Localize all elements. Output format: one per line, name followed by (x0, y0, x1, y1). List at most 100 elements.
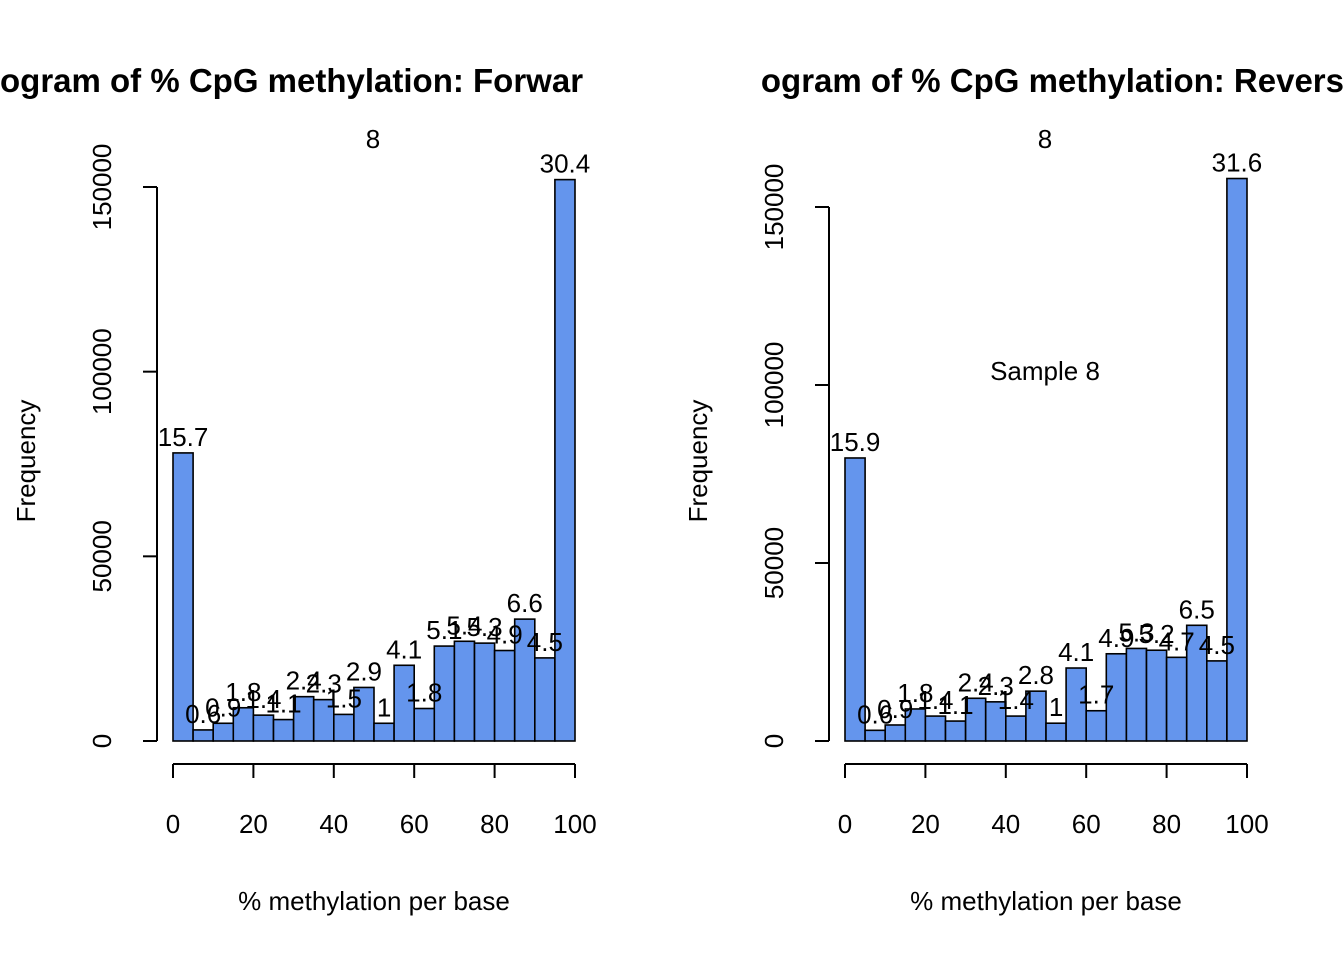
x-tick-label: 60 (1072, 809, 1101, 839)
chart-title: ogram of % CpG methylation: Forwar (0, 62, 583, 99)
x-tick-label: 100 (1225, 809, 1268, 839)
bar-label: 1.8 (897, 678, 933, 708)
bar-label: 4.1 (386, 634, 422, 664)
x-tick-label: 20 (239, 809, 268, 839)
bar-label: 1.5 (326, 683, 362, 713)
x-tick-label: 80 (480, 809, 509, 839)
bar-label: 15.7 (158, 422, 209, 452)
histogram-forward: ogram of % CpG methylation: Forwar815.70… (0, 62, 597, 916)
bar-label: 1.4 (998, 685, 1034, 715)
y-tick-label: 100000 (87, 328, 117, 415)
y-tick-label: 100000 (759, 342, 789, 429)
bar-label: 1.1 (265, 689, 301, 719)
chart-title: ogram of % CpG methylation: Revers (761, 62, 1344, 99)
bar (493, 649, 516, 742)
bar (1165, 656, 1188, 742)
bar (332, 713, 355, 742)
bar-label: 6.5 (1179, 594, 1215, 624)
y-axis-label: Frequency (683, 400, 713, 523)
bar (172, 452, 194, 742)
y-axis: 0 50000 100000 150000 (759, 164, 830, 748)
bar-labels: 15.90.60.91.81.41.12.42.31.42.814.11.74.… (830, 148, 1263, 730)
bar-label: 1.8 (406, 677, 442, 707)
bar-label: 2.8 (1018, 660, 1054, 690)
bar (272, 718, 295, 742)
x-axis-label: % methylation per base (910, 886, 1182, 916)
bar-label: 4.9 (1098, 623, 1134, 653)
bar-label: 0.9 (877, 694, 913, 724)
x-axis-label: % methylation per base (238, 886, 510, 916)
bar-label: 4.5 (1199, 630, 1235, 660)
bar-label: 31.6 (1212, 148, 1263, 178)
x-axis: 0 20 40 60 80 100 (166, 763, 597, 839)
bar-label: 1 (377, 692, 391, 722)
bar-label: 15.9 (830, 427, 881, 457)
y-tick-label: 0 (759, 734, 789, 748)
bars (844, 177, 1248, 742)
bar (533, 657, 556, 742)
y-axis: 0 50000 100000 150000 (87, 144, 158, 748)
x-tick-label: 100 (553, 809, 596, 839)
bar-label: 4.5 (527, 627, 563, 657)
bar-label: 5.4 (446, 610, 482, 640)
x-tick-label: 40 (991, 809, 1020, 839)
bar (844, 457, 866, 742)
title-group: ogram of % CpG methylation: Forwar (0, 62, 583, 99)
y-tick-label: 150000 (87, 144, 117, 231)
y-tick-label: 50000 (87, 520, 117, 592)
sample-annotation: Sample 8 (990, 356, 1100, 386)
bar-labels: 15.70.60.91.81.41.12.42.31.52.914.11.85.… (158, 149, 591, 729)
bar-label: 6.6 (507, 588, 543, 618)
bar-label: 5.3 (1118, 617, 1154, 647)
bar (393, 664, 416, 742)
bar-label: 2.4 (958, 667, 994, 697)
bar-label: 1.7 (1078, 680, 1114, 710)
bar (1025, 690, 1047, 742)
y-tick-label: 150000 (759, 164, 789, 251)
bar-label: 1.4 (245, 684, 281, 714)
bar (1045, 722, 1067, 742)
bar-label: 4.1 (1058, 637, 1094, 667)
bar-label: 0.6 (185, 699, 221, 729)
bar-label: 2.4 (286, 666, 322, 696)
bar-label: 5.1 (426, 615, 462, 645)
bar-label: 30.4 (540, 149, 591, 179)
bar (473, 642, 496, 742)
bar-label: 2.9 (346, 656, 382, 686)
bar (413, 707, 436, 742)
bar-label: 2.3 (306, 669, 342, 699)
bar (252, 714, 275, 742)
y-tick-label: 0 (87, 734, 117, 748)
bar-label: 2.3 (978, 671, 1014, 701)
bar (1004, 715, 1027, 742)
x-tick-label: 80 (1152, 809, 1181, 839)
x-tick-label: 0 (166, 809, 180, 839)
bar (353, 686, 375, 742)
histogram-reverse: ogram of % CpG methylation: Revers 8 Sampl… (683, 62, 1344, 916)
y-tick-label: 50000 (759, 527, 789, 599)
bar-label: 4.7 (1159, 626, 1195, 656)
bar (944, 720, 967, 742)
bar-label: 1 (1049, 692, 1063, 722)
bar (1125, 647, 1148, 742)
x-tick-label: 20 (911, 809, 940, 839)
chart-subtitle: 8 (1038, 124, 1052, 154)
bar (453, 640, 476, 742)
bar (1226, 177, 1248, 742)
x-tick-label: 40 (319, 809, 348, 839)
x-tick-label: 60 (400, 809, 429, 839)
bar-label: 5.2 (1138, 619, 1174, 649)
bar (1145, 649, 1168, 742)
x-tick-label: 0 (838, 809, 852, 839)
bars (172, 178, 576, 742)
bar (1065, 667, 1087, 742)
bar-label: 4.9 (487, 620, 523, 650)
bar (554, 178, 576, 742)
x-axis: 0 20 40 60 80 100 (838, 763, 1269, 839)
bar-label: 0.9 (205, 692, 241, 722)
title-group: ogram of % CpG methylation: Revers (761, 62, 1344, 99)
bar-label: 0.6 (857, 699, 893, 729)
bar-label: 1.4 (917, 685, 953, 715)
bar (192, 729, 215, 742)
